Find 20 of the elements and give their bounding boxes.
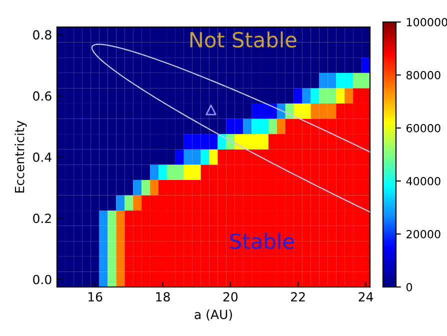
annotation: Not Stable [190,31,296,48]
color-bar-label: 0 [406,282,412,292]
y-tick-label: 0.4 [33,152,52,162]
color-bar-label: 40000 [406,176,440,186]
y-tick-label: 0.6 [33,91,52,101]
y-tick-label: 0.8 [33,30,52,40]
x-tick-label: 24 [358,292,374,302]
x-tick-label: 22 [291,292,305,302]
x-tick-label: 16 [88,292,102,302]
y-tick-label: 0.2 [33,214,51,224]
color-bar-label: 20000 [406,230,440,238]
x-tick-label: 18 [156,292,170,302]
x-tick-label: 20 [223,292,238,302]
color-bar-label: 60000 [406,124,440,132]
y-axis-title: Eccentricity [14,120,27,192]
color-bar-label: 80000 [406,70,440,80]
annotation: Stable [230,232,294,250]
x-axis-title: a (AU) [194,310,232,321]
y-tick-label: 0.0 [33,274,52,284]
color-bar-label: 100000 [406,18,447,26]
